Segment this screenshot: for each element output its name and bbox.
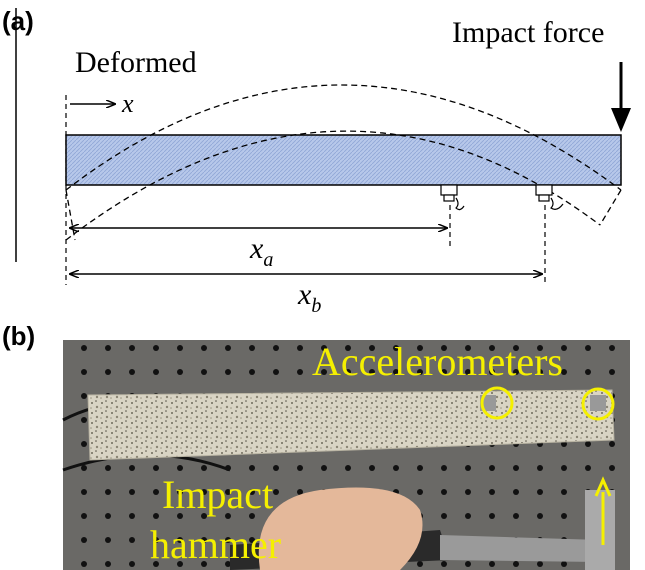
xa-label: xa [249, 232, 273, 271]
accelerometer [590, 395, 606, 411]
xa-sub: a [263, 249, 273, 271]
panel-label: (b) [2, 321, 35, 351]
hammer-label: Impact [162, 472, 273, 517]
panel-b: (b) Accelerometers Impact hammer [2, 321, 630, 570]
beam [66, 135, 621, 185]
figure: (a) Deformed Impact force x xa xb (b) [0, 0, 645, 570]
xa-base: x [249, 232, 264, 265]
panel-label: (a) [2, 6, 34, 36]
panel-a: (a) Deformed Impact force x xa xb [2, 6, 631, 317]
hammer-head [585, 490, 615, 570]
xb-sub: b [311, 295, 321, 317]
hammer-label: hammer [150, 522, 281, 567]
x-axis-label: x [121, 89, 134, 118]
xb-base: x [297, 278, 312, 311]
deformed-label: Deformed [75, 46, 197, 79]
impact-force-label: Impact force [452, 16, 604, 49]
xb-label: xb [297, 278, 321, 317]
accelerometers-label: Accelerometers [312, 339, 563, 384]
force-arrow-head [611, 108, 631, 132]
deformed-ends [66, 190, 621, 240]
